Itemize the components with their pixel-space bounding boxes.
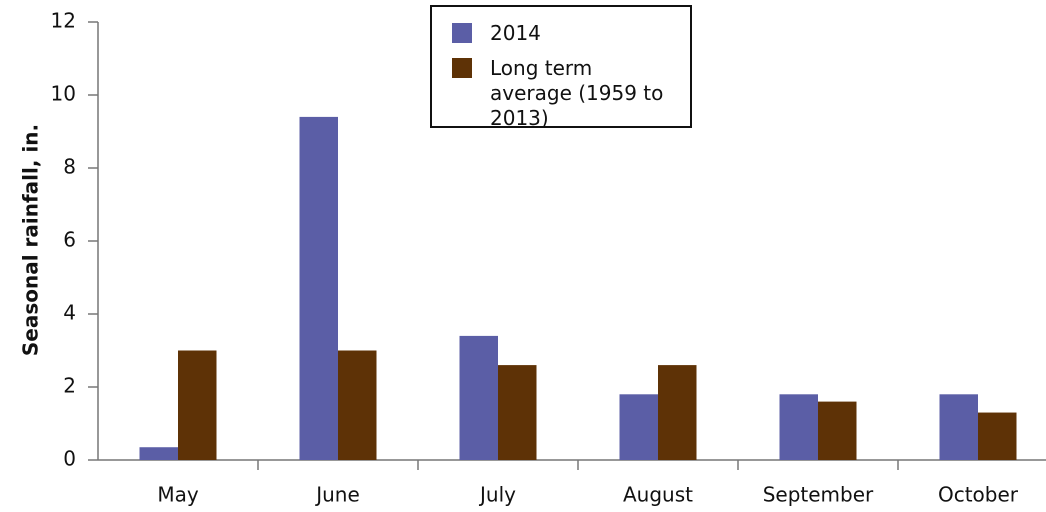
y-tick-label: 0 — [63, 447, 76, 471]
y-tick-label: 6 — [63, 228, 76, 252]
bar — [139, 447, 178, 460]
x-tick-label: September — [763, 483, 874, 507]
bar — [459, 335, 498, 460]
x-tick-label: July — [478, 483, 516, 507]
legend: 2014 Long term average (1959 to 2013) — [430, 5, 692, 131]
y-tick-label: 8 — [63, 155, 76, 179]
y-tick-label: 2 — [63, 374, 76, 398]
y-axis-label: Seasonal rainfall, in. — [19, 124, 43, 356]
y-tick-label: 10 — [51, 82, 76, 106]
legend-label: Long term average (1959 to 2013) — [490, 56, 664, 130]
bar — [978, 412, 1017, 460]
bar — [338, 350, 377, 460]
x-tick-label: June — [314, 483, 360, 507]
y-tick-label: 12 — [51, 9, 76, 33]
y-tick-label: 4 — [63, 301, 76, 325]
bar — [658, 365, 697, 460]
x-tick-label: May — [157, 483, 199, 507]
bar — [178, 350, 217, 460]
bar — [299, 116, 338, 461]
legend-swatch — [452, 23, 472, 43]
x-tick-label: August — [623, 483, 693, 507]
bar — [939, 394, 978, 460]
bar — [818, 401, 857, 460]
bar — [779, 394, 818, 460]
legend-item: Long term average (1959 to 2013) — [452, 56, 680, 131]
legend-item: 2014 — [452, 21, 680, 46]
bar — [619, 394, 658, 460]
legend-swatch — [452, 58, 472, 78]
bar — [498, 365, 537, 460]
legend-label: 2014 — [490, 21, 541, 45]
x-tick-label: October — [938, 483, 1019, 507]
